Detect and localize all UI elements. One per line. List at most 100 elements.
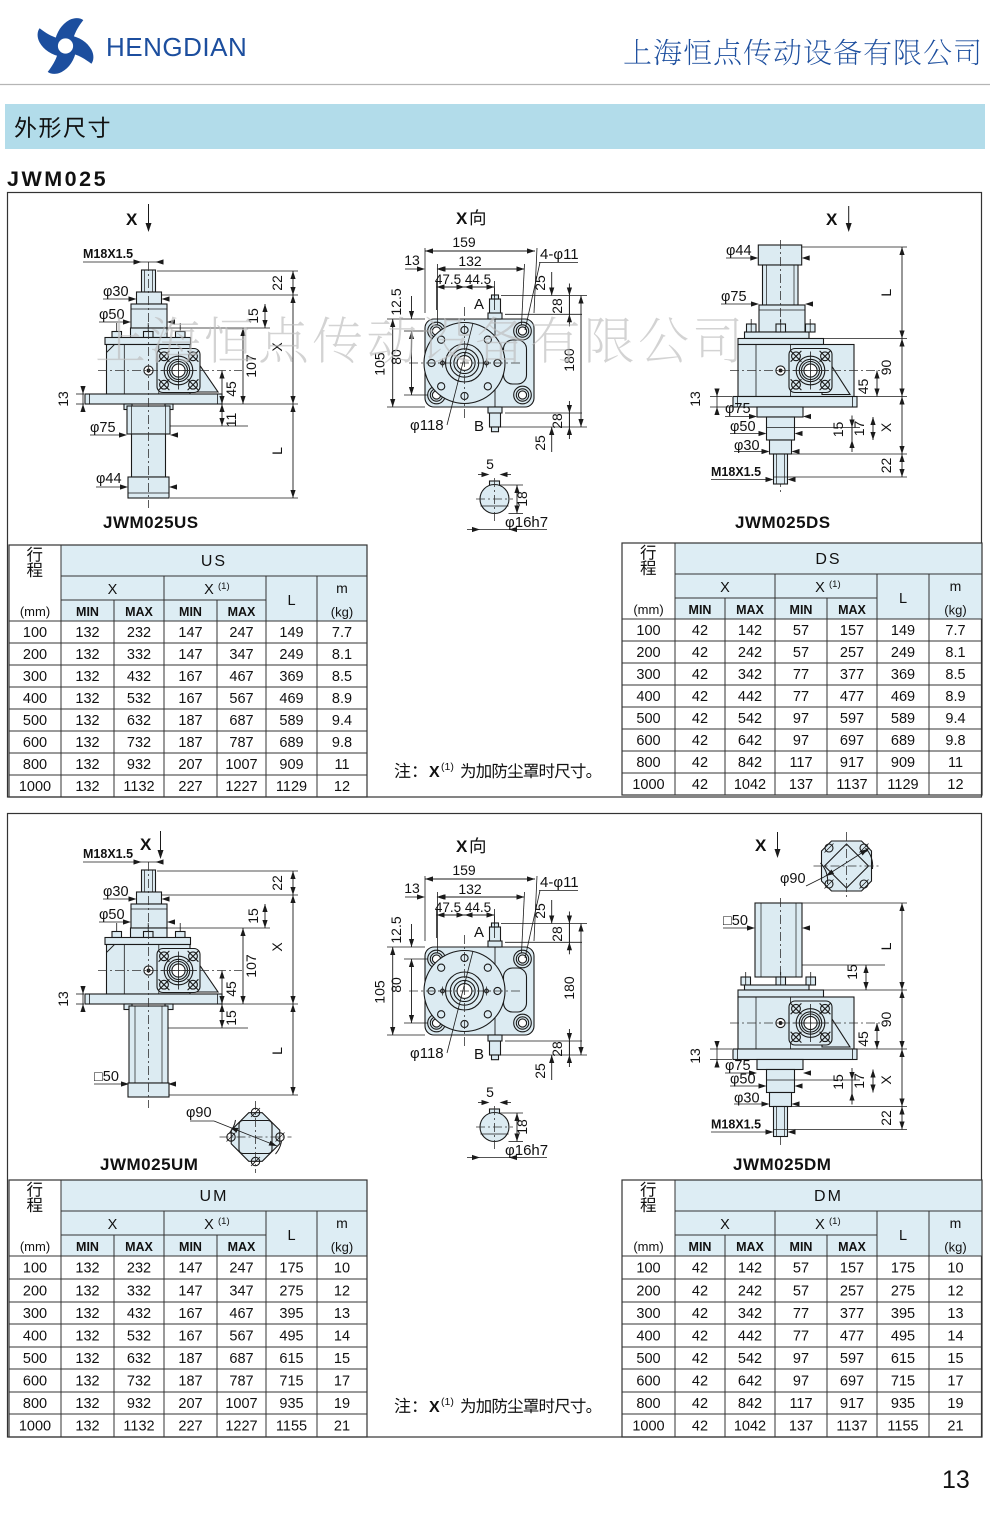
svg-text:MIN: MIN bbox=[689, 603, 712, 617]
svg-text:(kg): (kg) bbox=[331, 605, 353, 620]
svg-text:A: A bbox=[474, 924, 484, 941]
svg-text:φ118: φ118 bbox=[410, 417, 444, 434]
svg-text:17: 17 bbox=[947, 1374, 963, 1390]
svg-text:φ75: φ75 bbox=[90, 420, 116, 436]
svg-text:(1): (1) bbox=[218, 1216, 230, 1227]
svg-text:187: 187 bbox=[178, 1351, 202, 1367]
svg-text:φ30: φ30 bbox=[734, 1091, 760, 1107]
svg-text:L: L bbox=[878, 942, 894, 950]
svg-text:495: 495 bbox=[891, 1329, 915, 1345]
svg-text:157: 157 bbox=[840, 623, 864, 639]
svg-text:400: 400 bbox=[23, 691, 47, 707]
svg-text:13: 13 bbox=[55, 991, 71, 1007]
svg-text:44.5: 44.5 bbox=[465, 272, 491, 287]
svg-text:X: X bbox=[815, 1217, 825, 1233]
svg-text:MAX: MAX bbox=[228, 1240, 256, 1254]
svg-text:132: 132 bbox=[75, 1261, 99, 1277]
svg-text:442: 442 bbox=[738, 689, 762, 705]
svg-text:L: L bbox=[899, 1228, 907, 1244]
svg-text:φ75: φ75 bbox=[725, 1058, 751, 1074]
svg-text:200: 200 bbox=[23, 647, 47, 663]
svg-text:132: 132 bbox=[75, 1306, 99, 1322]
svg-text:97: 97 bbox=[793, 1374, 809, 1390]
svg-text:249: 249 bbox=[891, 645, 915, 661]
svg-text:12: 12 bbox=[334, 779, 350, 795]
svg-text:m: m bbox=[336, 580, 348, 596]
svg-text:249: 249 bbox=[279, 647, 303, 663]
svg-text:715: 715 bbox=[279, 1374, 303, 1390]
svg-text:42: 42 bbox=[692, 1351, 708, 1367]
svg-text:17: 17 bbox=[334, 1374, 350, 1390]
svg-text:22: 22 bbox=[878, 458, 894, 474]
svg-text:21: 21 bbox=[334, 1419, 350, 1435]
svg-text:(1): (1) bbox=[829, 579, 841, 590]
svg-text:342: 342 bbox=[738, 667, 762, 683]
svg-text:15: 15 bbox=[223, 1010, 239, 1026]
svg-text:22: 22 bbox=[878, 1110, 894, 1126]
svg-text:13: 13 bbox=[404, 880, 420, 896]
svg-text:15: 15 bbox=[830, 422, 846, 438]
svg-text:MIN: MIN bbox=[790, 1240, 813, 1254]
svg-text:X: X bbox=[108, 1217, 118, 1233]
svg-text:JWM025: JWM025 bbox=[7, 167, 108, 191]
svg-text:105: 105 bbox=[372, 980, 388, 1004]
svg-text:MAX: MAX bbox=[838, 603, 866, 617]
svg-text:X: X bbox=[269, 942, 285, 952]
svg-text:642: 642 bbox=[738, 733, 762, 749]
svg-text:15: 15 bbox=[245, 908, 261, 924]
svg-text:1132: 1132 bbox=[123, 779, 154, 795]
svg-text:B: B bbox=[474, 1046, 484, 1063]
svg-text:1155: 1155 bbox=[276, 1419, 307, 1435]
svg-text:φ75: φ75 bbox=[725, 401, 751, 417]
svg-text:1137: 1137 bbox=[836, 1419, 867, 1435]
svg-text:147: 147 bbox=[178, 647, 202, 663]
svg-text:77: 77 bbox=[793, 689, 809, 705]
svg-text:42: 42 bbox=[692, 777, 708, 793]
svg-text:107: 107 bbox=[243, 354, 259, 378]
svg-text:1227: 1227 bbox=[225, 779, 257, 795]
svg-text:149: 149 bbox=[891, 623, 915, 639]
svg-text:MIN: MIN bbox=[790, 603, 813, 617]
svg-text:(kg): (kg) bbox=[944, 1240, 966, 1255]
svg-text:1042: 1042 bbox=[734, 1419, 766, 1435]
svg-text:17: 17 bbox=[851, 421, 867, 437]
svg-text:42: 42 bbox=[692, 1329, 708, 1345]
svg-text:132: 132 bbox=[75, 647, 99, 663]
svg-text:1129: 1129 bbox=[276, 779, 307, 795]
svg-text:697: 697 bbox=[840, 1374, 864, 1390]
svg-text:9.8: 9.8 bbox=[332, 735, 352, 751]
svg-text:X: X bbox=[815, 580, 825, 596]
svg-text:175: 175 bbox=[279, 1261, 303, 1277]
svg-text:M18X1.5: M18X1.5 bbox=[83, 847, 133, 861]
svg-text:500: 500 bbox=[23, 713, 47, 729]
svg-text:167: 167 bbox=[178, 669, 202, 685]
svg-text:1000: 1000 bbox=[19, 779, 51, 795]
svg-text:φ75: φ75 bbox=[721, 289, 747, 305]
svg-text:469: 469 bbox=[891, 689, 915, 705]
svg-text:132: 132 bbox=[75, 691, 99, 707]
svg-text:687: 687 bbox=[229, 1351, 253, 1367]
svg-text:28: 28 bbox=[549, 413, 565, 429]
svg-text:L: L bbox=[287, 1228, 295, 1244]
svg-text:(kg): (kg) bbox=[944, 603, 966, 618]
svg-text:932: 932 bbox=[127, 757, 151, 773]
svg-text:400: 400 bbox=[636, 1329, 660, 1345]
svg-text:207: 207 bbox=[178, 1396, 202, 1412]
svg-text:19: 19 bbox=[947, 1396, 963, 1412]
svg-text:100: 100 bbox=[23, 1261, 47, 1277]
svg-text:242: 242 bbox=[738, 645, 762, 661]
svg-text:4-φ11: 4-φ11 bbox=[540, 874, 579, 891]
svg-text:1007: 1007 bbox=[225, 1396, 257, 1412]
svg-text:132: 132 bbox=[75, 713, 99, 729]
svg-text:JWM025US: JWM025US bbox=[103, 513, 199, 532]
svg-text:117: 117 bbox=[789, 755, 812, 771]
svg-text:132: 132 bbox=[75, 1396, 99, 1412]
svg-text:9.4: 9.4 bbox=[332, 713, 352, 729]
svg-text:12: 12 bbox=[947, 1284, 963, 1300]
svg-text:57: 57 bbox=[793, 623, 809, 639]
svg-text:5: 5 bbox=[486, 456, 494, 472]
svg-text:132: 132 bbox=[458, 253, 482, 269]
svg-text:18: 18 bbox=[514, 1119, 530, 1135]
svg-text:532: 532 bbox=[127, 691, 151, 707]
svg-text:φ30: φ30 bbox=[103, 884, 129, 900]
